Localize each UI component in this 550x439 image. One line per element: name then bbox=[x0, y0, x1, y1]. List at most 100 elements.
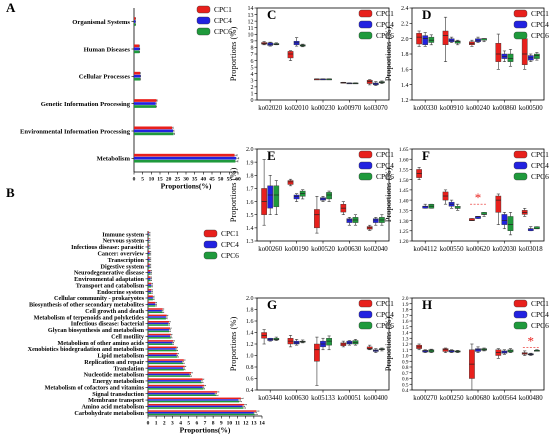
panel-e-y-tick-label: 1.4 bbox=[246, 226, 254, 232]
panel-b-bar-cpc4 bbox=[148, 303, 156, 306]
panel-b-bar-cpc4 bbox=[148, 335, 170, 337]
panel-b-x-tick-label: 11 bbox=[235, 421, 240, 427]
panel-b-category-label: Translation bbox=[114, 365, 145, 372]
panel-h-legend-label-cpc1: CPC1 bbox=[531, 299, 549, 308]
panel-g-legend-swatch-cpc4 bbox=[358, 310, 373, 319]
panel-d-legend-swatch-cpc6 bbox=[513, 31, 528, 40]
panel-b-bar-cpc1 bbox=[148, 289, 152, 291]
panel-a-bar-cpc1 bbox=[134, 17, 136, 20]
panel-b-x-tick-label: 13 bbox=[251, 421, 257, 427]
panel-b-bar-cpc6 bbox=[148, 388, 204, 390]
panel-f-y-tick-label: 1.35 bbox=[399, 209, 409, 215]
panel-b-bar-cpc4 bbox=[148, 392, 215, 395]
panel-b-bar-cpc1 bbox=[148, 257, 150, 259]
panel-d-y-tick-label: 2.4 bbox=[401, 6, 409, 12]
panel-e-legend-label-cpc1: CPC1 bbox=[376, 150, 394, 159]
panel-c-y-axis-title: Proportions (%) bbox=[228, 27, 238, 82]
panel-d-legend-label-cpc4: CPC4 bbox=[531, 20, 549, 29]
panel-a-letter: A bbox=[6, 0, 16, 15]
panel-e-category-label: ko00190 bbox=[285, 246, 309, 253]
panel-h-y-tick-label: 1.6 bbox=[402, 319, 409, 325]
panel-b-bar-cpc1 bbox=[148, 308, 163, 310]
panel-d-category-label: ko00330 bbox=[413, 105, 437, 112]
panel-b-legend-swatch-cpc4 bbox=[203, 240, 218, 249]
panel-b-bar-cpc6 bbox=[148, 368, 184, 371]
panel-b-bar-cpc4 bbox=[148, 309, 162, 312]
panel-c-y-tick-label: 8 bbox=[251, 46, 254, 52]
panel-g-category-label: ko03440 bbox=[258, 395, 282, 402]
panel-d-box-cpc4 bbox=[422, 35, 429, 45]
panel-d-legend-swatch-cpc1 bbox=[513, 9, 528, 18]
panel-b-x-tick-label: 6 bbox=[195, 421, 198, 427]
panel-b-category-label: Glycan biosynthesis and metabolism bbox=[48, 327, 145, 334]
panel-b-category-label: Nervous system bbox=[103, 238, 145, 245]
panel-b-legend-swatch-cpc1 bbox=[203, 229, 218, 238]
panel-e-legend-swatch-cpc4 bbox=[358, 161, 373, 170]
panel-g-y-axis-title: Proportions (%) bbox=[228, 317, 238, 372]
panel-b-bar-cpc4 bbox=[148, 258, 150, 261]
panel-b-bar-cpc4 bbox=[148, 233, 149, 235]
panel-b-bar-cpc1 bbox=[148, 372, 192, 374]
panel-g-y-tick-label: 1.6 bbox=[246, 319, 254, 325]
panel-h-y-tick-label: 1.8 bbox=[402, 308, 409, 314]
panel-b-category-label: Infectious disease: bacterial bbox=[71, 321, 144, 328]
panel-b-bar-cpc4 bbox=[148, 284, 152, 286]
panel-b-bar-cpc1 bbox=[148, 391, 218, 393]
panel-b-bar-cpc1 bbox=[148, 346, 177, 349]
panel-b-bar-cpc1 bbox=[148, 327, 170, 329]
panel-b-bar-cpc4 bbox=[148, 297, 153, 299]
panel-d-y-tick-label: 1.8 bbox=[401, 52, 409, 58]
panel-a-x-tick-label: 45 bbox=[209, 177, 215, 183]
panel-a-bar-cpc4 bbox=[134, 47, 140, 51]
panel-d-y-tick-label: 1.2 bbox=[401, 98, 409, 104]
panel-b-bar-cpc4 bbox=[148, 341, 173, 344]
panel-c-y-tick-label: 9 bbox=[251, 39, 254, 45]
panel-a-category-label: Environmental Information Processing bbox=[20, 128, 131, 135]
panel-e-y-tick-label: 1.5 bbox=[246, 213, 254, 219]
panel-b-category-label: Transcription bbox=[108, 257, 145, 264]
panel-h-y-tick-label: 0.9 bbox=[402, 359, 409, 365]
panel-g-box-cpc6 bbox=[326, 338, 332, 346]
panel-b-bar-cpc6 bbox=[148, 266, 150, 269]
panel-g-category-label: ko00400 bbox=[364, 395, 388, 402]
panel-f-legend-label-cpc4: CPC4 bbox=[531, 161, 549, 170]
panel-h-legend-label-cpc6: CPC6 bbox=[531, 321, 549, 330]
panel-a-x-tick-label: 60 bbox=[235, 177, 241, 183]
panel-b-category-label: Cellular community - prokaryotes bbox=[54, 295, 145, 302]
panel-a-x-tick-label: 35 bbox=[192, 177, 198, 183]
panel-a-category-label: Genetic Information Processing bbox=[41, 101, 131, 108]
panel-c-y-tick-label: 6 bbox=[251, 59, 254, 65]
panel-g-legend-label-cpc4: CPC4 bbox=[376, 310, 394, 319]
panel-b-bar-cpc6 bbox=[148, 324, 169, 326]
panel-b-bar-cpc4 bbox=[148, 380, 201, 382]
panel-c-category-label: ko03070 bbox=[364, 105, 388, 112]
panel-h-legend-label-cpc4: CPC4 bbox=[531, 310, 549, 319]
panel-h-y-tick-label: 0.7 bbox=[402, 371, 409, 377]
panel-d-box-cpc6 bbox=[428, 36, 435, 43]
panel-f-y-tick-label: 1.45 bbox=[399, 188, 409, 194]
panel-d-category-label: ko00910 bbox=[440, 105, 464, 112]
panel-b-legend-label-cpc4: CPC4 bbox=[221, 240, 239, 249]
panel-g-y-tick-label: 0.6 bbox=[246, 377, 254, 383]
panel-c-category-label: ko00970 bbox=[338, 105, 362, 112]
panel-e-box-cpc4 bbox=[372, 218, 379, 223]
panel-h-y-tick-label: 1.3 bbox=[402, 336, 409, 342]
panel-g-category-label: ko00630 bbox=[285, 395, 309, 402]
panel-d-legend-label-cpc1: CPC1 bbox=[531, 9, 549, 18]
panel-g-category-label: ko05133 bbox=[311, 395, 335, 402]
panel-a-x-tick-label: 15 bbox=[157, 177, 163, 183]
panel-d-box-cpc1 bbox=[416, 33, 422, 45]
panel-h-y-tick-label: 1.9 bbox=[402, 302, 409, 308]
panel-f-category-label: ko02030 bbox=[493, 246, 517, 253]
panel-a-x-tick-label: 5 bbox=[141, 177, 144, 183]
panel-g-legend-swatch-cpc6 bbox=[358, 321, 373, 330]
panel-d-category-label: ko00500 bbox=[519, 105, 543, 112]
panel-b-bar-cpc6 bbox=[148, 273, 151, 275]
panel-b-x-axis-title: Proportions(%) bbox=[180, 426, 231, 435]
panel-c-y-tick-label: 14 bbox=[248, 6, 254, 12]
panel-c-y-tick-label: 5 bbox=[251, 65, 254, 71]
panel-g-legend-label-cpc1: CPC1 bbox=[376, 299, 394, 308]
panel-d-box-cpc1 bbox=[495, 43, 502, 62]
panel-a-bar-cpc6 bbox=[134, 77, 141, 81]
panel-b-x-tick-label: 9 bbox=[220, 421, 223, 427]
